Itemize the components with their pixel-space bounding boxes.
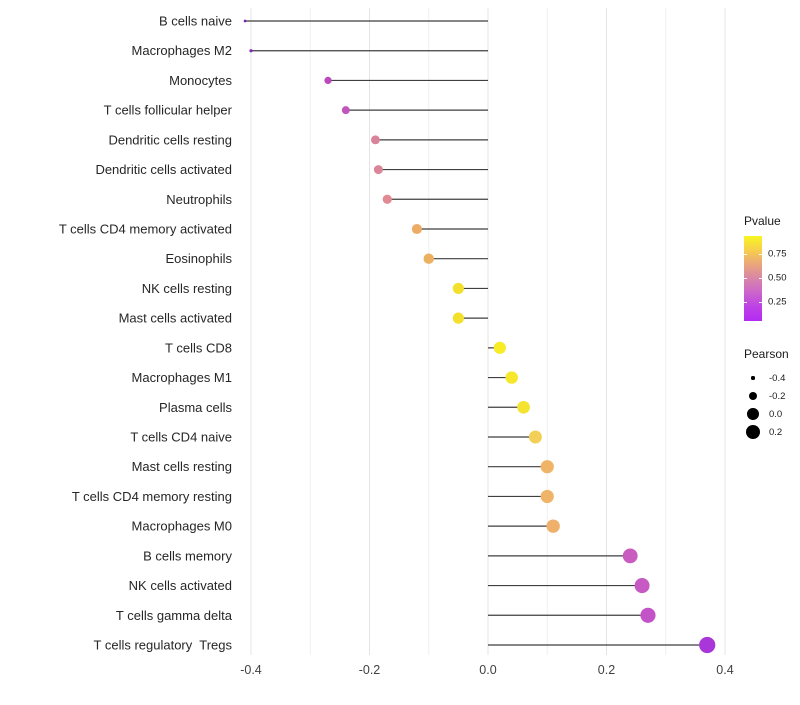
size-legend-dot [745, 424, 761, 440]
lollipop-dot [699, 636, 716, 654]
pvalue-gradient-bar [744, 236, 762, 321]
x-axis-tick-label: -0.4 [240, 663, 262, 677]
lollipop-dot [243, 19, 247, 23]
y-axis-label: NK cells resting [142, 281, 232, 296]
y-axis-label: Macrophages M0 [132, 519, 232, 534]
y-axis-label: B cells memory [143, 548, 232, 563]
lollipop-dot [373, 165, 383, 175]
y-axis-label: Dendritic cells activated [95, 162, 232, 177]
colorbar-tick [744, 253, 747, 255]
size-legend-dot-cell [744, 405, 762, 423]
x-axis-tick-label: -0.2 [359, 663, 381, 677]
legend-pearson-title: Pearson [744, 347, 789, 361]
size-legend-label: 0.2 [769, 426, 783, 438]
y-axis-label: Mast cells activated [119, 311, 232, 326]
size-legend-label: -0.2 [769, 390, 786, 402]
size-legend-dot [748, 391, 758, 401]
y-axis-label: T cells gamma delta [116, 608, 233, 623]
y-axis-label: Macrophages M2 [132, 43, 232, 58]
y-axis-label: T cells CD4 naive [130, 429, 232, 444]
lollipop-dot [411, 223, 422, 235]
y-axis-label: NK cells activated [129, 578, 232, 593]
y-axis-label: T cells follicular helper [104, 103, 233, 118]
lollipop-dot [640, 607, 656, 623]
size-legend-entry: 0.0 [744, 405, 800, 423]
pearson-size-legend: -0.4 -0.2 0.0 0.2 [744, 369, 800, 441]
legend-pvalue-title: Pvalue [744, 214, 781, 228]
size-legend-entry: -0.4 [744, 369, 800, 387]
lollipop-dot [528, 430, 542, 444]
size-legend-label: -0.4 [769, 372, 786, 384]
lollipop-dot [546, 519, 560, 533]
lollipop-dot [249, 49, 253, 53]
y-axis-label: Neutrophils [166, 192, 232, 207]
colorbar-tick [744, 278, 747, 279]
size-legend-dot-cell [744, 369, 762, 387]
y-axis-label: Dendritic cells resting [108, 132, 232, 147]
y-axis-label: T cells regulatory Tregs [94, 637, 233, 652]
colorbar-tick-label: 0.50 [768, 272, 787, 284]
colorbar-tick-label: 0.75 [768, 248, 787, 260]
size-legend-dot [751, 376, 755, 380]
x-axis-tick-label: 0.4 [716, 663, 733, 677]
colorbar-tick [759, 253, 762, 255]
lollipop-dot [634, 578, 650, 594]
y-axis-label: Plasma cells [159, 400, 232, 415]
size-legend-entry: -0.2 [744, 387, 800, 405]
size-legend-dot-cell [744, 387, 762, 405]
lollipop-dot [324, 76, 332, 85]
lollipop-dot [452, 312, 464, 324]
y-axis-label: T cells CD8 [165, 340, 232, 355]
colorbar-tick [744, 302, 747, 304]
lollipop-dot [540, 460, 554, 474]
y-axis-label: Mast cells resting [132, 459, 232, 474]
lollipop-dot [622, 548, 638, 564]
x-axis-tick-label: 0.0 [479, 663, 496, 677]
y-axis-label: Monocytes [169, 73, 232, 88]
lollipop-dot [505, 371, 518, 384]
y-axis-label: Macrophages M1 [132, 370, 232, 385]
y-axis-label: B cells naive [159, 14, 232, 29]
lollipop-dot [341, 106, 350, 115]
lollipop-dot [452, 282, 464, 295]
colorbar-tick-label: 0.25 [768, 296, 787, 308]
lollipop-dot [493, 341, 506, 354]
y-axis-label: T cells CD4 memory resting [72, 489, 232, 504]
colorbar-tick [759, 302, 762, 304]
size-legend-entry: 0.2 [744, 423, 800, 441]
size-legend-dot-cell [744, 423, 762, 441]
lollipop-dot [517, 400, 530, 414]
pvalue-colorbar: 0.75 0.50 0.25 [744, 236, 787, 321]
lollipop-dot [382, 194, 392, 204]
x-axis-tick-label: 0.2 [598, 663, 615, 677]
y-axis-label: Eosinophils [166, 251, 233, 266]
colorbar-tick [759, 278, 762, 279]
lollipop-dot [540, 489, 554, 504]
y-axis-label: T cells CD4 memory activated [59, 221, 232, 236]
size-legend-dot [747, 408, 759, 420]
size-legend-label: 0.0 [769, 408, 783, 420]
lollipop-dot [423, 253, 434, 264]
lollipop-dot [370, 135, 380, 145]
legend: Pvalue 0.75 0.50 0.25 Pearson -0.4 -0.2 0.0 0… [744, 214, 800, 441]
